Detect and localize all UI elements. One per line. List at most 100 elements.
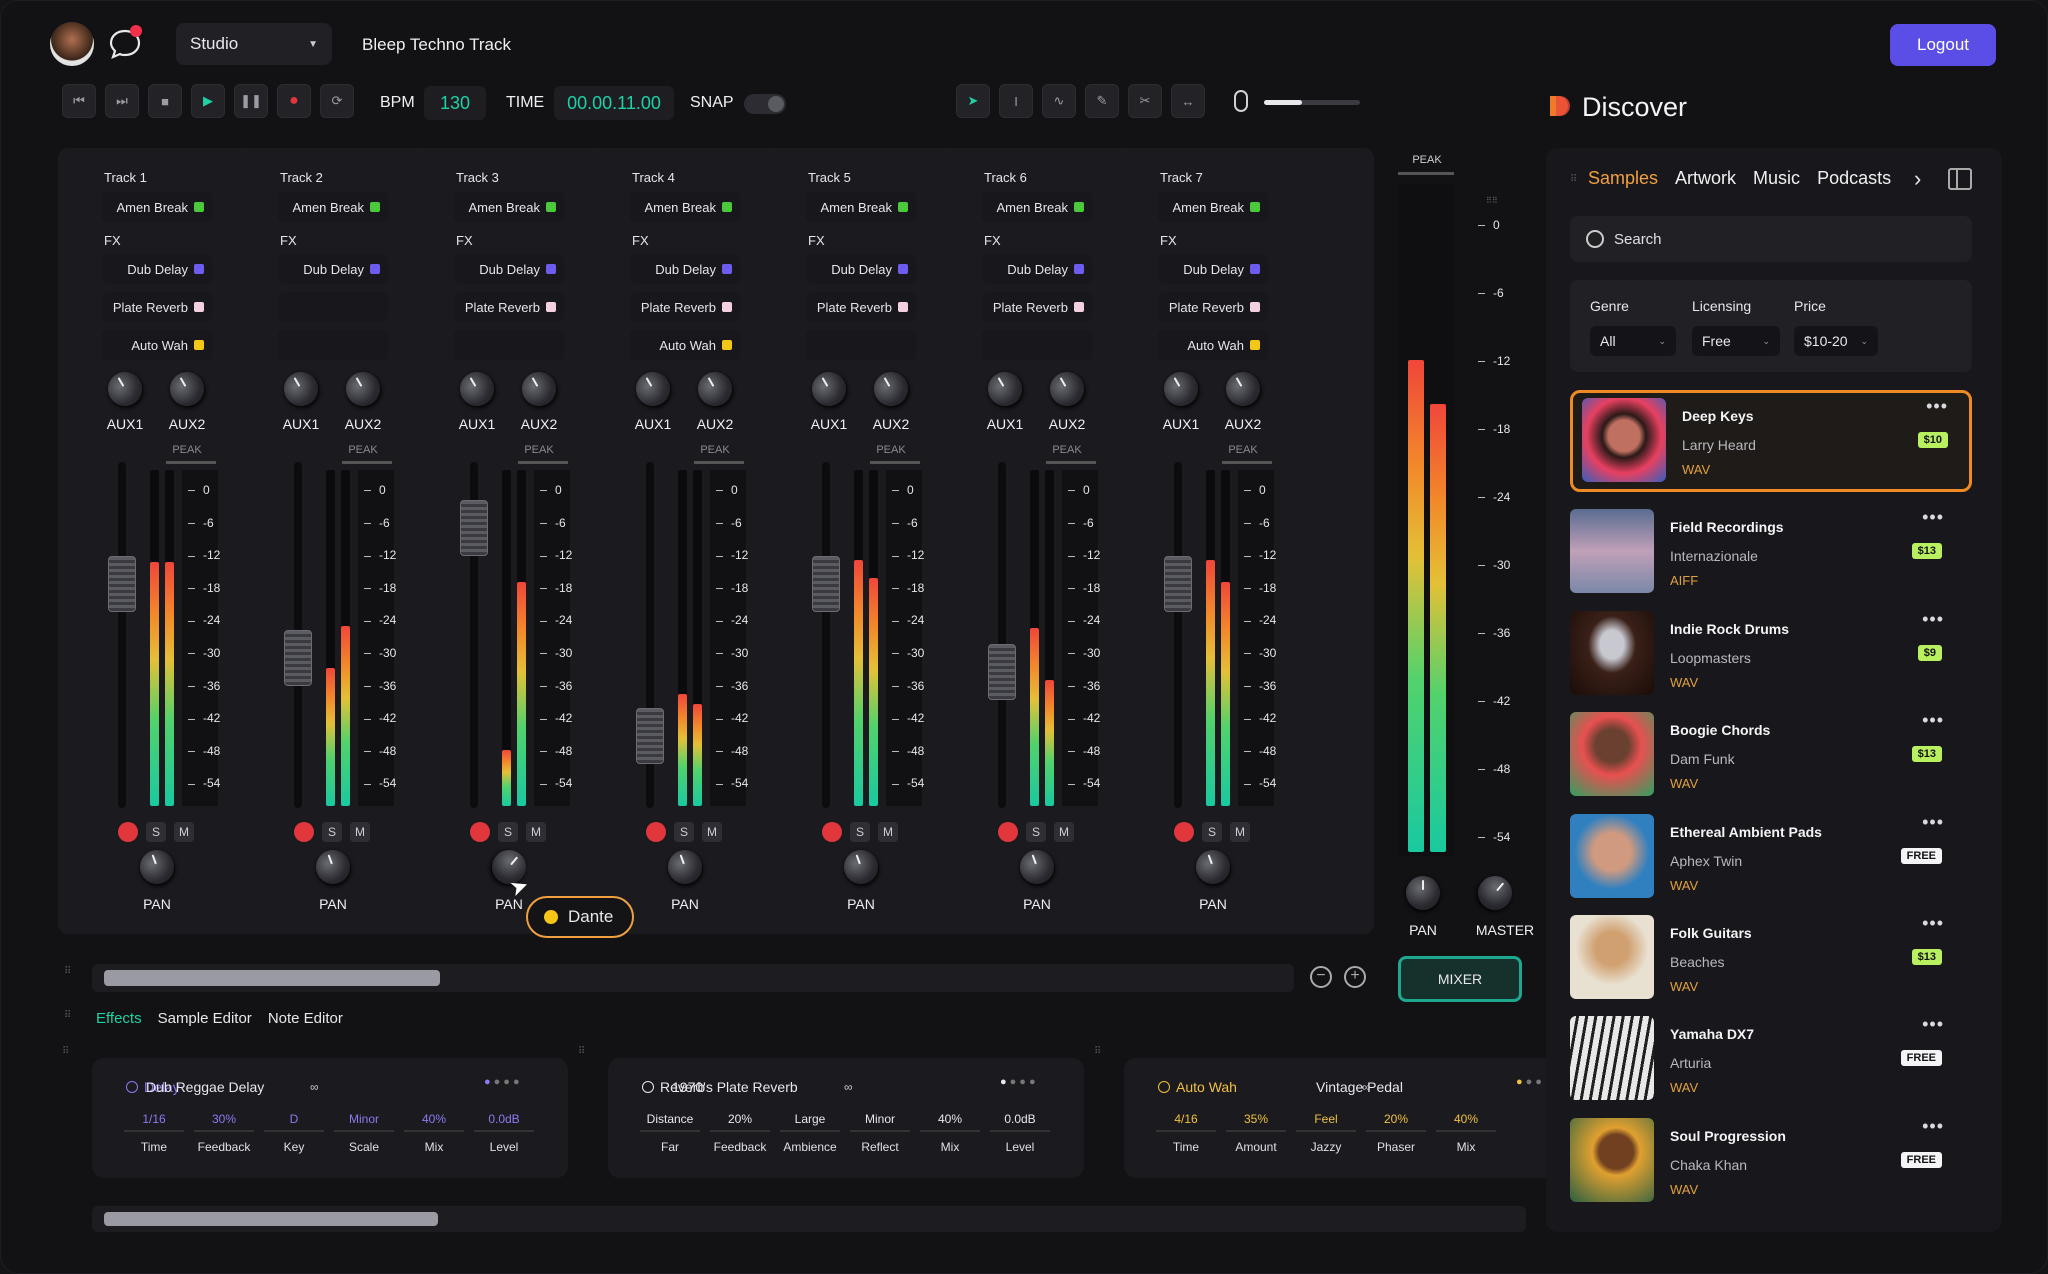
skip-forward-icon[interactable]: ⏭ bbox=[105, 84, 139, 118]
sample-card[interactable]: Field Recordings Internazionale AIFF $13 ••• bbox=[1570, 507, 1972, 601]
effect-param[interactable]: Minor Reflect bbox=[850, 1112, 910, 1154]
drag-handle-icon[interactable]: ⠿ bbox=[64, 1010, 72, 1021]
tab-artwork[interactable]: Artwork bbox=[1675, 168, 1737, 188]
record-arm-button[interactable] bbox=[294, 822, 314, 842]
fx-slot-empty[interactable] bbox=[278, 292, 388, 322]
fx-slot[interactable]: Auto Wah bbox=[1158, 330, 1268, 360]
pause-icon[interactable]: ❚❚ bbox=[234, 84, 268, 118]
record-arm-button[interactable] bbox=[998, 822, 1018, 842]
grip-icon[interactable]: ⠿⠿ bbox=[1486, 196, 1498, 205]
volume-fader-handle[interactable] bbox=[1164, 556, 1192, 612]
fx-slot[interactable]: Dub Delay bbox=[982, 254, 1092, 284]
volume-fader-track[interactable] bbox=[822, 462, 830, 808]
page-dots[interactable]: ●●●● bbox=[484, 1076, 523, 1088]
input-level-slider[interactable] bbox=[1264, 100, 1360, 105]
effect-param[interactable]: 40% Mix bbox=[1436, 1112, 1496, 1154]
mute-button[interactable]: M bbox=[526, 822, 546, 842]
sample-slot[interactable]: Amen Break bbox=[278, 192, 388, 222]
workspace-select[interactable]: Studio ▼ bbox=[176, 23, 332, 65]
record-arm-button[interactable] bbox=[470, 822, 490, 842]
fx-slot[interactable]: Plate Reverb bbox=[102, 292, 212, 322]
effect-param[interactable]: 40% Mix bbox=[404, 1112, 464, 1154]
fx-slot-empty[interactable] bbox=[278, 330, 388, 360]
effect-param[interactable]: Minor Scale bbox=[334, 1112, 394, 1154]
sample-slot[interactable]: Amen Break bbox=[806, 192, 916, 222]
volume-fader-handle[interactable] bbox=[636, 708, 664, 764]
volume-fader-track[interactable] bbox=[470, 462, 478, 808]
fx-slot[interactable]: Dub Delay bbox=[1158, 254, 1268, 284]
effect-param[interactable]: 1/16 Time bbox=[124, 1112, 184, 1154]
more-options-icon[interactable]: ••• bbox=[1922, 811, 1944, 832]
microphone-icon[interactable] bbox=[1234, 90, 1248, 112]
automation-icon[interactable]: ∿ bbox=[1042, 84, 1076, 118]
volume-fader-handle[interactable] bbox=[812, 556, 840, 612]
sample-slot[interactable]: Amen Break bbox=[102, 192, 212, 222]
link-icon[interactable]: ∞ bbox=[310, 1080, 319, 1094]
fx-slot[interactable]: Auto Wah bbox=[630, 330, 740, 360]
fx-slot[interactable]: Dub Delay bbox=[630, 254, 740, 284]
effect-param[interactable]: Feel Jazzy bbox=[1296, 1112, 1356, 1154]
sample-card[interactable]: Boogie Chords Dam Funk WAV $13 ••• bbox=[1570, 710, 1972, 804]
tab-effects[interactable]: Effects bbox=[96, 1010, 142, 1027]
power-icon[interactable] bbox=[1158, 1081, 1170, 1093]
fx-slot[interactable]: Dub Delay bbox=[454, 254, 564, 284]
fx-slot[interactable]: Dub Delay bbox=[278, 254, 388, 284]
more-options-icon[interactable]: ••• bbox=[1922, 507, 1944, 528]
solo-button[interactable]: S bbox=[498, 822, 518, 842]
pencil-icon[interactable]: ✎ bbox=[1085, 84, 1119, 118]
effect-param[interactable]: 0.0dB Level bbox=[990, 1112, 1050, 1154]
sample-card[interactable]: Yamaha DX7 Arturia WAV FREE ••• bbox=[1570, 1014, 1972, 1108]
volume-fader-track[interactable] bbox=[1174, 462, 1182, 808]
drag-handle-icon[interactable]: ⠿ bbox=[1094, 1046, 1102, 1057]
solo-button[interactable]: S bbox=[322, 822, 342, 842]
grip-icon[interactable]: ⠿ bbox=[1570, 174, 1578, 185]
effect-param[interactable]: Distance Far bbox=[640, 1112, 700, 1154]
panel-toggle-icon[interactable] bbox=[1948, 168, 1972, 190]
fx-slot[interactable]: Plate Reverb bbox=[630, 292, 740, 322]
mute-button[interactable]: M bbox=[350, 822, 370, 842]
mute-button[interactable]: M bbox=[1054, 822, 1074, 842]
time-field[interactable]: 00.00.11.00 bbox=[554, 86, 674, 120]
zoom-in-icon[interactable]: + bbox=[1344, 966, 1366, 988]
sample-card[interactable]: Folk Guitars Beaches WAV $13 ••• bbox=[1570, 913, 1972, 1007]
fx-slot-empty[interactable] bbox=[454, 330, 564, 360]
fx-slot[interactable]: Dub Delay bbox=[102, 254, 212, 284]
sample-slot[interactable]: Amen Break bbox=[1158, 192, 1268, 222]
play-icon[interactable]: ▶ bbox=[191, 84, 225, 118]
fx-slot-empty[interactable] bbox=[806, 330, 916, 360]
power-icon[interactable] bbox=[126, 1081, 138, 1093]
stretch-icon[interactable]: ↔ bbox=[1171, 84, 1205, 118]
fx-slot[interactable]: Plate Reverb bbox=[1158, 292, 1268, 322]
sample-card[interactable]: Indie Rock Drums Loopmasters WAV $9 ••• bbox=[1570, 609, 1972, 703]
page-dots[interactable]: ●●●● bbox=[1000, 1076, 1039, 1088]
sample-slot[interactable]: Amen Break bbox=[454, 192, 564, 222]
solo-button[interactable]: S bbox=[1202, 822, 1222, 842]
text-cursor-icon[interactable]: I bbox=[999, 84, 1033, 118]
solo-button[interactable]: S bbox=[146, 822, 166, 842]
effect-param[interactable]: 20% Phaser bbox=[1366, 1112, 1426, 1154]
tab-samples[interactable]: Samples bbox=[1588, 168, 1659, 188]
pointer-icon[interactable]: ➤ bbox=[956, 84, 990, 118]
effect-param[interactable]: 30% Feedback bbox=[194, 1112, 254, 1154]
page-dots[interactable]: ●●●● bbox=[1516, 1076, 1555, 1088]
effect-param[interactable]: Large Ambience bbox=[780, 1112, 840, 1154]
effect-param[interactable]: 20% Feedback bbox=[710, 1112, 770, 1154]
effect-param[interactable]: D Key bbox=[264, 1112, 324, 1154]
record-arm-button[interactable] bbox=[1174, 822, 1194, 842]
power-icon[interactable] bbox=[642, 1081, 654, 1093]
fx-slot[interactable]: Plate Reverb bbox=[982, 292, 1092, 322]
more-options-icon[interactable]: ••• bbox=[1926, 396, 1948, 416]
mute-button[interactable]: M bbox=[174, 822, 194, 842]
chat-icon[interactable] bbox=[108, 25, 142, 59]
more-options-icon[interactable]: ••• bbox=[1922, 913, 1944, 933]
stop-icon[interactable]: ■ bbox=[148, 84, 182, 118]
fx-slot[interactable]: Dub Delay bbox=[806, 254, 916, 284]
volume-fader-track[interactable] bbox=[646, 462, 654, 808]
fx-slot-empty[interactable] bbox=[982, 330, 1092, 360]
more-options-icon[interactable]: ••• bbox=[1922, 710, 1944, 731]
master-pan-knob[interactable] bbox=[1406, 876, 1440, 910]
mute-button[interactable]: M bbox=[878, 822, 898, 842]
drag-handle-icon[interactable]: ⠿ bbox=[578, 1046, 586, 1057]
avatar[interactable] bbox=[50, 22, 94, 66]
mixer-button[interactable]: MIXER bbox=[1398, 956, 1522, 1002]
